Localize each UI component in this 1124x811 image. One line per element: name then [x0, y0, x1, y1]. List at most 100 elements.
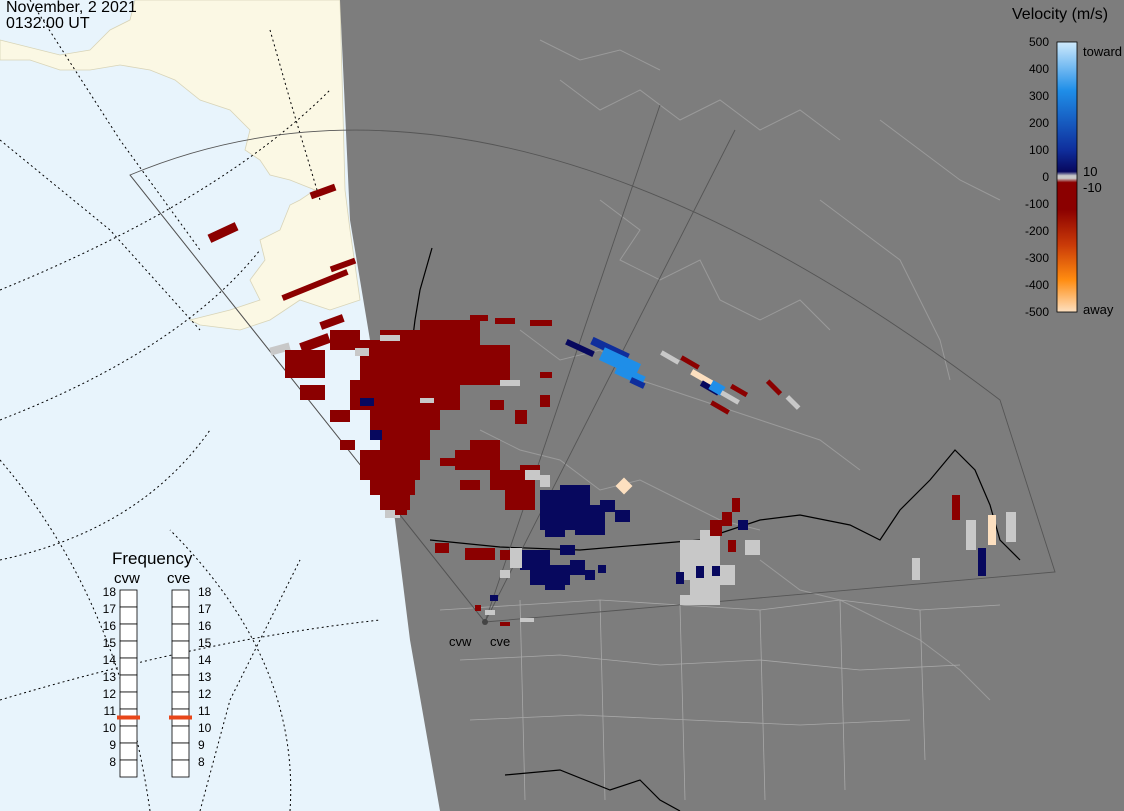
- legend-tick-label: 300: [1029, 89, 1049, 103]
- velocity-legend: 500 400 300 200 100 0 -100 -200 -300 -400 -500 tow…: [1025, 35, 1122, 319]
- radar-site-marker: [482, 619, 488, 625]
- legend-tick-label: 500: [1029, 35, 1049, 49]
- velocity-cell: [712, 566, 720, 576]
- velocity-cell: [460, 480, 480, 490]
- frequency-level-label: 17: [103, 602, 117, 616]
- velocity-cell: [299, 333, 331, 353]
- legend-tick-label: 100: [1029, 143, 1049, 157]
- velocity-cell: [470, 440, 500, 454]
- frequency-cell: [171, 691, 190, 710]
- velocity-cell: [720, 565, 735, 585]
- frequency-scales: 18 17 16 15 14 13 12 11 10 9 8 18 17 16 15 14 13 12 11 10 9 8: [103, 585, 212, 778]
- frequency-level-label: 9: [198, 738, 205, 752]
- velocity-cell: [470, 350, 510, 380]
- velocity-cell: [465, 548, 495, 560]
- frequency-level-label: 11: [198, 704, 211, 718]
- frequency-cell: [171, 759, 190, 778]
- velocity-cell: [395, 505, 407, 515]
- velocity-cell: [530, 320, 552, 326]
- velocity-legend-ticks: 500 400 300 200 100 0 -100 -200 -300 -400 -500: [1025, 35, 1049, 319]
- frequency-radar-cvw: cvw: [114, 570, 140, 587]
- velocity-cell: [615, 477, 633, 495]
- velocity-cell: [540, 372, 552, 378]
- frequency-level-label: 8: [198, 755, 205, 769]
- velocity-cell: [500, 550, 515, 560]
- velocity-cell: [420, 398, 434, 403]
- frequency-cell: [119, 691, 138, 710]
- frequency-cell: [171, 640, 190, 659]
- velocity-cell: [281, 269, 349, 301]
- velocity-cell: [660, 350, 680, 365]
- legend-tick-label: -200: [1025, 224, 1049, 238]
- velocity-cell: [500, 622, 510, 626]
- velocity-cell: [520, 618, 534, 622]
- velocity-cell: [615, 510, 630, 522]
- mexico-border: [504, 769, 681, 811]
- velocity-cell: [565, 338, 595, 358]
- frequency-marker: [169, 715, 192, 720]
- velocity-cell: [710, 400, 730, 415]
- velocity-cell: [912, 558, 920, 580]
- velocity-cell: [475, 605, 481, 611]
- velocity-cell: [355, 348, 369, 356]
- velocity-cell: [680, 595, 720, 605]
- velocity-cell: [785, 395, 801, 410]
- velocity-cell: [745, 540, 760, 555]
- frequency-level-label: 16: [103, 619, 117, 633]
- frequency-cell: [171, 674, 190, 693]
- velocity-cell: [470, 315, 488, 321]
- velocity-cell: [545, 580, 565, 590]
- frequency-title: Frequency: [112, 549, 193, 568]
- radar-label-cve: cve: [490, 634, 510, 649]
- velocity-cell: [720, 390, 740, 405]
- frequency-level-label: 9: [109, 738, 116, 752]
- velocity-cell: [708, 380, 726, 396]
- legend-tick-label: -100: [1025, 197, 1049, 211]
- velocity-cells: [207, 183, 1016, 626]
- frequency-level-label: 8: [109, 755, 116, 769]
- velocity-cell: [380, 335, 400, 341]
- velocity-cell: [329, 257, 357, 273]
- velocity-cell: [515, 410, 527, 424]
- frequency-cell: [119, 623, 138, 642]
- velocity-cell: [505, 480, 535, 510]
- legend-tick-label: 0: [1042, 170, 1049, 184]
- velocity-cell: [729, 383, 749, 398]
- velocity-cell: [978, 548, 986, 576]
- frequency-level-label: 14: [103, 653, 117, 667]
- frequency-marker: [117, 715, 140, 720]
- velocity-colorbar: [1056, 41, 1078, 313]
- frequency-cell: [119, 674, 138, 693]
- frequency-level-label: 12: [103, 687, 117, 701]
- velocity-cell: [966, 520, 976, 550]
- frequency-level-label: 10: [198, 721, 212, 735]
- frequency-cell: [119, 589, 138, 608]
- velocity-cell: [600, 500, 615, 512]
- velocity-cell: [560, 485, 590, 505]
- velocity-cell: [545, 525, 565, 537]
- velocity-cell: [676, 572, 684, 584]
- frequency-cell: [171, 623, 190, 642]
- legend-title: Velocity (m/s): [1012, 6, 1109, 23]
- legend-tick-label: 400: [1029, 62, 1049, 76]
- velocity-cell: [500, 570, 510, 578]
- legend-plus-label: 10: [1083, 164, 1097, 179]
- velocity-cell: [285, 350, 325, 378]
- velocity-cell: [738, 520, 748, 530]
- velocity-cell: [435, 543, 449, 553]
- frequency-level-label: 16: [198, 619, 212, 633]
- frequency-level-label: 13: [103, 670, 117, 684]
- frequency-level-label: 18: [198, 585, 212, 599]
- velocity-cell: [440, 458, 455, 466]
- legend-toward-label: toward: [1083, 44, 1122, 59]
- velocity-cell: [690, 575, 720, 595]
- colorbar-rect: [1056, 41, 1078, 313]
- frequency-level-label: 15: [198, 636, 212, 650]
- velocity-cell: [540, 395, 550, 407]
- frequency-level-label: 18: [103, 585, 117, 599]
- velocity-cell: [722, 512, 732, 526]
- frequency-level-label: 13: [198, 670, 212, 684]
- night-region: [340, 0, 1124, 811]
- frequency-level-label: 10: [103, 721, 117, 735]
